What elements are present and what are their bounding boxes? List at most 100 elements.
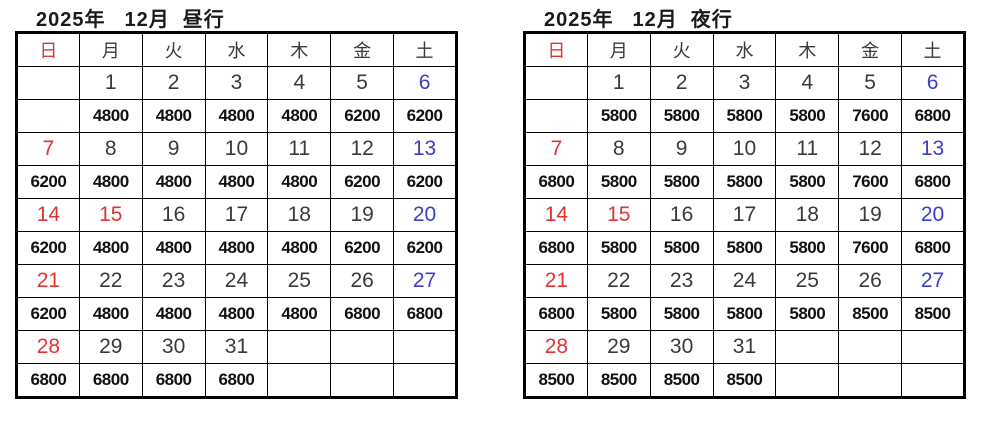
date-cell: 12 [330,132,395,166]
weekday-header-cell: 月 [78,32,143,67]
price-cell: 5800 [775,297,840,331]
title-month: 12月 [632,8,678,31]
date-cell [838,330,903,364]
weekday-header-cell: 土 [901,32,965,67]
price-cell: 6800 [141,363,206,398]
date-cell: 10 [204,132,269,166]
date-cell: 7 [16,132,80,166]
date-cell: 25 [267,264,332,298]
price-cell: 6800 [330,297,395,331]
date-cell: 8 [78,132,143,166]
date-cell: 28 [524,330,588,364]
price-cell: 6200 [16,231,80,265]
calendar-table-night: 日月火水木金土 1 2 3 4 5 6 5800 5800 5800 5800 7600 6800 7 8 9… [523,31,966,399]
title-month: 12月 [124,8,170,31]
price-cell [16,99,80,133]
date-cell: 18 [267,198,332,232]
price-cell: 4800 [267,231,332,265]
date-cell: 24 [204,264,269,298]
date-cell: 24 [712,264,777,298]
date-cell: 2 [141,66,206,100]
price-cell: 6800 [204,363,269,398]
weekday-header-cell: 日 [524,32,588,67]
price-cell: 8500 [712,363,777,398]
date-cell: 21 [16,264,80,298]
weekday-header-cell: 水 [204,32,269,67]
price-cell: 5800 [586,165,651,199]
price-cell: 6200 [330,99,395,133]
date-cell: 4 [775,66,840,100]
date-cell: 1 [586,66,651,100]
price-cell: 7600 [838,99,903,133]
price-cell [393,363,457,398]
date-cell: 10 [712,132,777,166]
date-cell: 22 [78,264,143,298]
price-cell [775,363,840,398]
price-cell [838,363,903,398]
title-year: 2025年 [544,8,614,31]
price-cell: 4800 [78,297,143,331]
date-cell: 23 [649,264,714,298]
price-cell: 8500 [524,363,588,398]
price-cell: 5800 [712,165,777,199]
weekday-header-cell: 火 [649,32,714,67]
date-cell: 14 [524,198,588,232]
date-cell: 9 [649,132,714,166]
weekday-header-cell: 火 [141,32,206,67]
price-cell: 6800 [524,297,588,331]
price-cell: 4800 [78,165,143,199]
price-cell [901,363,965,398]
price-cell: 5800 [775,165,840,199]
date-cell: 14 [16,198,80,232]
calendar-table-body: 日月火水木金土 1 2 3 4 5 6 4800 4800 4800 4800 6200 6200 7 8 9… [16,32,457,398]
price-cell: 6200 [330,231,395,265]
date-cell: 19 [838,198,903,232]
price-cell: 8500 [649,363,714,398]
date-cell: 5 [330,66,395,100]
calendar-table-daytime: 日月火水木金土 1 2 3 4 5 6 4800 4800 4800 4800 6200 6200 7 8 9… [15,31,458,399]
price-cell: 8500 [901,297,965,331]
weekday-header-cell: 金 [838,32,903,67]
date-cell [524,66,588,100]
title-type: 夜行 [690,8,733,31]
price-cell: 6800 [78,363,143,398]
price-cell: 4800 [141,165,206,199]
date-cell: 1 [78,66,143,100]
date-cell: 15 [78,198,143,232]
price-cell: 6200 [16,165,80,199]
title-year: 2025年 [36,8,106,31]
price-cell: 6800 [901,99,965,133]
weekday-header-cell: 木 [775,32,840,67]
price-cell: 5800 [775,231,840,265]
date-cell: 25 [775,264,840,298]
price-cell [267,363,332,398]
price-cell: 6800 [393,297,457,331]
date-cell: 16 [649,198,714,232]
price-cell: 5800 [586,231,651,265]
weekday-header-cell: 木 [267,32,332,67]
calendar-daytime: 2025年 12月 昼行 日月火水木金土 1 2 3 4 5 6 4800 4800 4800 48… [15,3,458,399]
date-cell: 3 [712,66,777,100]
price-cell: 6200 [16,297,80,331]
price-cell: 5800 [712,231,777,265]
date-cell: 23 [141,264,206,298]
price-cell: 4800 [204,231,269,265]
price-cell: 4800 [141,231,206,265]
date-cell: 7 [524,132,588,166]
price-cell: 7600 [838,231,903,265]
date-cell: 18 [775,198,840,232]
price-cell: 6800 [901,165,965,199]
date-cell: 2 [649,66,714,100]
date-cell: 6 [901,66,965,100]
price-cell: 4800 [141,99,206,133]
price-cell: 4800 [267,297,332,331]
date-cell: 3 [204,66,269,100]
date-cell: 21 [524,264,588,298]
weekday-header-cell: 金 [330,32,395,67]
calendar-title-daytime: 2025年 12月 昼行 [15,3,458,31]
calendar-table-body: 日月火水木金土 1 2 3 4 5 6 5800 5800 5800 5800 7600 6800 7 8 9… [524,32,965,398]
date-cell: 15 [586,198,651,232]
date-cell: 17 [712,198,777,232]
date-cell: 6 [393,66,457,100]
